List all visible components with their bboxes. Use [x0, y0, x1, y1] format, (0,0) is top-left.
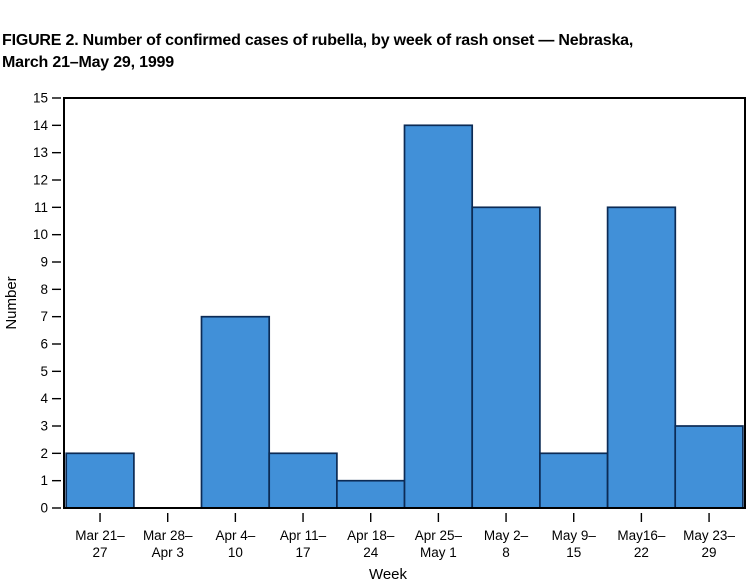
y-tick-label-1: 1: [40, 473, 48, 488]
y-tick-label-15: 15: [33, 91, 48, 106]
bar-apr-25-may-1: [403, 124, 474, 509]
x-tick-label-may-2-8: May 2– 8: [484, 528, 529, 560]
figure-title: FIGURE 2. Number of confirmed cases of r…: [2, 30, 748, 74]
y-tick-label-7: 7: [40, 309, 48, 324]
x-tick-label-may-23-29: May 23– 29: [683, 528, 735, 560]
y-tick-label-6: 6: [40, 337, 48, 352]
y-tick-label-8: 8: [40, 282, 48, 297]
x-tick-label-may-9-15: May 9– 15: [552, 528, 597, 560]
plot-border: [63, 97, 746, 509]
y-tick-label-4: 4: [40, 391, 48, 406]
y-tick-label-2: 2: [40, 446, 48, 461]
x-tick-label-mar-28-apr-3: Mar 28– Apr 3: [143, 528, 193, 560]
y-tick-label-11: 11: [34, 200, 48, 215]
x-tick-label-mar-21-27: Mar 21– 27: [75, 528, 125, 560]
x-tick-label-apr-25-may-1: Apr 25– May 1: [415, 528, 463, 560]
y-tick-label-5: 5: [40, 364, 48, 379]
bar-may-2-8: [471, 206, 541, 509]
bar-may-23-29: [674, 425, 744, 509]
y-tick-label-9: 9: [40, 255, 48, 270]
x-tick-label-apr-11-17: Apr 11– 17: [280, 528, 327, 560]
x-axis-label: Week: [369, 566, 408, 583]
x-tick-label-apr-18-24: Apr 18– 24: [347, 528, 395, 560]
y-tick-label-14: 14: [33, 118, 49, 133]
bar-apr-11-17: [268, 452, 338, 509]
bar-mar-21-27: [65, 452, 135, 509]
figure-title-line2: March 21–May 29, 1999: [2, 54, 174, 71]
bar-may16-22: [606, 206, 677, 509]
y-tick-label-0: 0: [40, 501, 48, 516]
y-tick-label-12: 12: [33, 173, 48, 188]
y-tick-label-10: 10: [33, 227, 48, 242]
x-tick-label-may16-22: May16– 22: [617, 528, 666, 560]
bar-apr-18-24: [336, 479, 406, 509]
y-tick-label-3: 3: [40, 419, 48, 434]
bar-apr-4-10: [200, 315, 271, 509]
figure-title-line1: FIGURE 2. Number of confirmed cases of r…: [2, 32, 634, 49]
y-tick-label-13: 13: [33, 145, 48, 160]
y-axis-label: Number: [3, 276, 20, 329]
x-tick-label-apr-4-10: Apr 4– 10: [215, 528, 255, 560]
bar-may-9-15: [539, 452, 609, 509]
